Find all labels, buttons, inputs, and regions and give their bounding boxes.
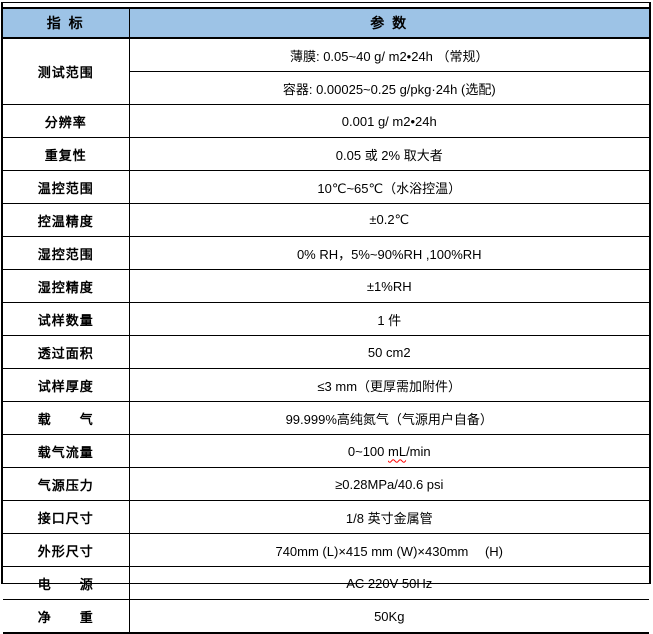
row-value-repeatability: 0.05 或 2% 取大者: [129, 137, 649, 171]
row-value-dimensions: 740mm (L)×415 mm (W)×430mm (H): [129, 533, 649, 567]
table-row: 试样数量 1 件: [3, 302, 649, 336]
row-label-carrier-gas: 载 气: [3, 401, 130, 435]
table-row: 湿控范围 0% RH，5%~90%RH ,100%RH: [3, 236, 649, 270]
table-row: 载 气 99.999%高纯氮气（气源用户自备）: [3, 401, 649, 435]
row-value-humidity-accuracy: ±1%RH: [129, 269, 649, 303]
row-value-sample-thickness: ≤3 mm（更厚需加附件）: [129, 368, 649, 402]
row-label-net-weight: 净 重: [3, 599, 130, 633]
header-row: 指 标 参 数: [3, 8, 649, 39]
row-label-gas-flow: 载气流量: [3, 434, 130, 468]
row-label-humidity-accuracy: 湿控精度: [3, 269, 130, 303]
row-label-temp-accuracy: 控温精度: [3, 203, 130, 237]
gas-flow-pre: 0~100: [347, 443, 388, 459]
table-row: 接口尺寸 1/8 英寸金属管: [3, 500, 649, 534]
row-label-resolution: 分辨率: [3, 104, 130, 138]
table-row: 净 重 50Kg: [3, 599, 649, 633]
row-label-gas-pressure: 气源压力: [3, 467, 130, 501]
row-label-power: 电 源: [3, 566, 130, 600]
row-value-film: 薄膜: 0.05~40 g/ m2•24h （常规）: [129, 37, 649, 72]
table-row: 分辨率 0.001 g/ m2•24h: [3, 104, 649, 138]
gas-flow-spellcheck-underline: mL: [388, 443, 407, 459]
row-value-gas-pressure: ≥0.28MPa/40.6 psi: [129, 467, 649, 501]
row-value-net-weight: 50Kg: [129, 599, 649, 633]
table-row: 温控范围 10℃~65℃（水浴控温）: [3, 170, 649, 204]
table-row: 试样厚度 ≤3 mm（更厚需加附件）: [3, 368, 649, 402]
row-label-sample-thickness: 试样厚度: [3, 368, 130, 402]
row-label-port-size: 接口尺寸: [3, 500, 130, 534]
table-row: 载气流量 0~100 mL/min: [3, 434, 649, 468]
table-row: 气源压力 ≥0.28MPa/40.6 psi: [3, 467, 649, 501]
row-value-carrier-gas: 99.999%高纯氮气（气源用户自备）: [129, 401, 649, 435]
row-value-resolution: 0.001 g/ m2•24h: [129, 104, 649, 138]
row-label-repeatability: 重复性: [3, 137, 130, 171]
header-parameter: 参 数: [129, 8, 649, 39]
row-value-sample-count: 1 件: [129, 302, 649, 336]
spec-table: 指 标 参 数 测试范围 薄膜: 0.05~40 g/ m2•24h （常规） …: [3, 7, 649, 634]
row-value-gas-flow: 0~100 mL/min: [129, 434, 649, 468]
gas-flow-post: /min: [406, 443, 431, 459]
table-row: 湿控精度 ±1%RH: [3, 269, 649, 303]
row-value-power: AC 220V 50Hz: [129, 566, 649, 600]
row-value-temp-accuracy: ±0.2℃: [129, 203, 649, 237]
table-row: 外形尺寸 740mm (L)×415 mm (W)×430mm (H): [3, 533, 649, 567]
row-value-port-size: 1/8 英寸金属管: [129, 500, 649, 534]
table-row: 透过面积 50 cm2: [3, 335, 649, 369]
table-row: 电 源 AC 220V 50Hz: [3, 566, 649, 600]
row-label-temp-range: 温控范围: [3, 170, 130, 204]
table-row: 容器: 0.00025~0.25 g/pkg·24h (选配): [3, 71, 649, 105]
table-row: 控温精度 ±0.2℃: [3, 203, 649, 237]
table-row: 重复性 0.05 或 2% 取大者: [3, 137, 649, 171]
row-value-temp-range: 10℃~65℃（水浴控温）: [129, 170, 649, 204]
row-value-container: 容器: 0.00025~0.25 g/pkg·24h (选配): [129, 71, 649, 105]
row-label-permeation-area: 透过面积: [3, 335, 130, 369]
header-indicator: 指 标: [3, 8, 130, 39]
table-row: 测试范围 薄膜: 0.05~40 g/ m2•24h （常规）: [3, 37, 649, 105]
row-label-sample-count: 试样数量: [3, 302, 130, 336]
row-label-test-range: 测试范围: [3, 37, 130, 105]
row-label-dimensions: 外形尺寸: [3, 533, 130, 567]
row-value-permeation-area: 50 cm2: [129, 335, 649, 369]
row-value-humidity-range: 0% RH，5%~90%RH ,100%RH: [129, 236, 649, 270]
row-label-humidity-range: 湿控范围: [3, 236, 130, 270]
